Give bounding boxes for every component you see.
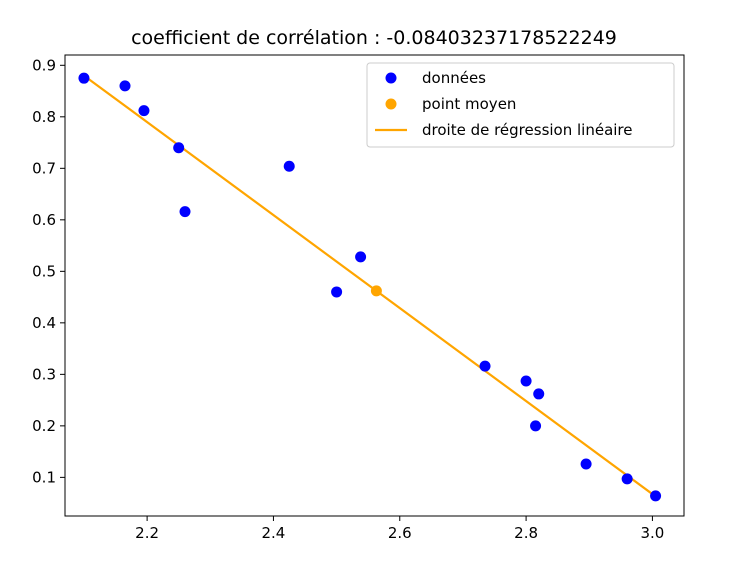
legend-label-0: données [422,69,486,87]
data-point-8 [479,360,491,372]
data-point-10 [533,388,545,400]
y-tick-label-1: 0.2 [32,417,56,435]
x-tick-label-2: 2.6 [388,524,412,542]
x-tick-label-0: 2.2 [135,524,159,542]
legend-label-1: point moyen [422,95,516,113]
data-point-9 [520,375,532,387]
legend: données point moyen droite de régression l… [366,62,675,148]
legend-box [366,62,675,148]
x-tick-label-3: 2.8 [514,524,538,542]
y-tick-label-0: 0.1 [32,468,56,486]
data-point-6 [331,286,343,298]
axes: 2.2 2.4 2.6 2.8 3.0 0.1 0.2 0.3 0.4 0.5 0.6 0.7 0.8 0… [32,54,685,542]
data-point-7 [355,251,367,263]
data-point-14 [650,490,662,502]
plot-area [78,72,662,502]
legend-label-2: droite de régression linéaire [422,121,633,139]
legend-marker-1 [385,98,397,110]
y-tick-label-7: 0.8 [32,108,56,126]
y-tick-label-2: 0.3 [32,365,56,383]
y-tick-label-4: 0.5 [32,262,56,280]
data-point-1 [119,80,131,92]
y-tick-label-8: 0.9 [32,56,56,74]
y-tick-label-3: 0.4 [32,314,56,332]
data-point-2 [138,105,150,117]
x-tick-label-4: 3.0 [640,524,664,542]
chart-title: coefficient de corrélation : -0.08403237… [131,27,617,49]
data-point-5 [283,160,295,172]
data-point-13 [621,473,633,485]
mean-point-0 [370,285,382,297]
data-point-0 [78,72,90,84]
y-tick-label-6: 0.7 [32,159,56,177]
y-tick-label-5: 0.6 [32,211,56,229]
x-tick-label-1: 2.4 [262,524,286,542]
legend-marker-0 [385,72,397,84]
data-point-12 [580,458,592,470]
data-point-11 [530,420,542,432]
axes-frame [64,54,685,517]
data-point-3 [173,142,185,154]
data-point-4 [179,206,191,218]
